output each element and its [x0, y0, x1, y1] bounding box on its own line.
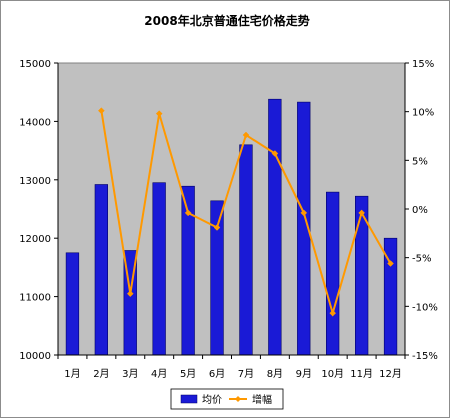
x-tick-label: 1月 [64, 368, 80, 380]
x-tick-label: 3月 [122, 368, 138, 380]
chart-title: 2008年北京普通住宅价格走势 [144, 13, 309, 28]
x-tick-label: 4月 [151, 368, 167, 380]
line-point-6月 [213, 224, 221, 231]
bar-8月 [268, 98, 282, 356]
line-layer [98, 107, 394, 317]
y-right-tick-label: 15% [412, 59, 434, 70]
y-right-tick-label: -10% [412, 302, 438, 313]
legend-swatch-bar [180, 394, 198, 404]
x-tick-label: 9月 [296, 368, 312, 380]
y-right-tick-label: 0% [412, 205, 428, 216]
x-tick-label: 8月 [267, 368, 283, 380]
line-point-10月 [329, 309, 337, 317]
y-right-tick-label: -5% [412, 254, 431, 265]
line-point-4月 [155, 110, 163, 117]
line-point-2月 [98, 107, 105, 115]
bars-layer [65, 98, 398, 356]
y-left-tick-label: 14000 [19, 117, 51, 128]
y-left-tick-label: 12000 [19, 234, 51, 245]
y-right-tick-label: 10% [412, 108, 434, 119]
bar-1月 [65, 252, 80, 356]
x-tick-label: 11月 [350, 368, 373, 380]
y-left-tick-label: 15000 [19, 59, 51, 70]
bar-10月 [325, 191, 340, 356]
bar-6月 [210, 200, 224, 356]
x-tick-label: 5月 [180, 368, 196, 380]
axes-layer: 10000 11000 12000 13000 14000 15000 -15% -10% -5… [19, 59, 438, 380]
line-point-5月 [184, 209, 192, 217]
bar-4月 [152, 182, 166, 356]
line-point-3月 [126, 290, 134, 298]
y-left-tick-label: 10000 [19, 351, 51, 362]
y-left-tick-label: 13000 [19, 176, 51, 187]
line-point-9月 [300, 209, 308, 217]
x-tick-label: 12月 [379, 368, 402, 380]
y-right-tick-label: -15% [412, 351, 438, 362]
x-tick-label: 2月 [93, 368, 109, 380]
y-right-tick-label: 5% [412, 156, 428, 167]
line-point-11月 [358, 209, 365, 217]
x-tick-label: 6月 [209, 368, 225, 380]
legend-swatch-marker [235, 396, 241, 402]
bar-7月 [239, 144, 253, 356]
legend-label-bar: 均价 [202, 394, 222, 406]
line-point-7月 [242, 131, 250, 139]
line-point-8月 [271, 150, 279, 157]
legend-label-line: 增幅 [252, 393, 272, 406]
y-left-tick-label: 11000 [19, 293, 51, 304]
line-point-12月 [387, 260, 394, 267]
x-tick-label: 10月 [321, 368, 344, 380]
legend: 均价 增幅 [170, 388, 284, 410]
x-tick-label: 7月 [238, 368, 254, 380]
bar-2月 [94, 184, 108, 356]
plot-area [57, 62, 406, 356]
legend-box [170, 388, 284, 410]
